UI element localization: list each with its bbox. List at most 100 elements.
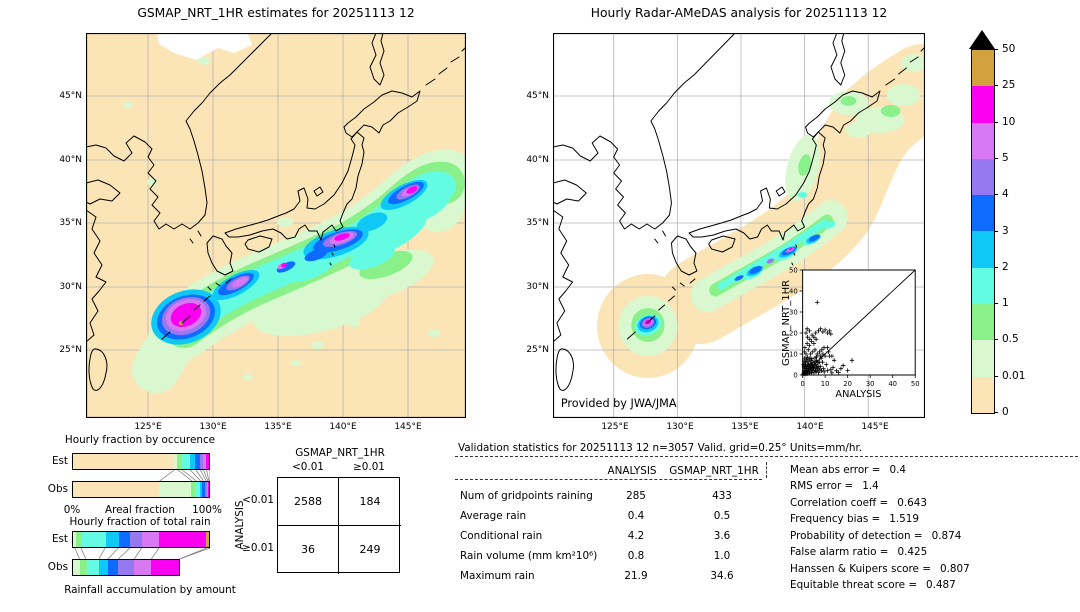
- score-ets: Equitable threat score = 0.487: [790, 578, 956, 594]
- left-lon-125e: 125°E: [134, 422, 162, 432]
- right-lat-40n: 40°N: [526, 155, 549, 165]
- validation-value: 0.5: [713, 510, 731, 522]
- left-lat-45n: 45°N: [59, 91, 82, 101]
- left-map-nodata-patch: [157, 33, 252, 60]
- validation-value: 21.9: [624, 570, 648, 582]
- occurrence-obs-label: Obs: [47, 483, 68, 495]
- svg-text:10: 10: [821, 380, 830, 388]
- colorbar: [971, 49, 995, 414]
- inset-ylabel: GSMAP_NRT_1HR: [781, 280, 792, 366]
- contingency-vline: [338, 478, 339, 574]
- left-map: [86, 33, 466, 418]
- score-far: False alarm ratio = 0.425: [790, 545, 927, 561]
- validation-value: 4.2: [627, 530, 645, 542]
- score-label: Equitable threat score =: [790, 579, 918, 591]
- left-precip-tan-dot: [178, 320, 184, 326]
- score-label: False alarm ratio =: [790, 546, 889, 558]
- score-label: Probability of detection =: [790, 530, 923, 542]
- validation-row-label: Maximum rain: [460, 570, 535, 582]
- left-map-title: GSMAP_NRT_1HR estimates for 20251113 12: [137, 6, 415, 20]
- svg-text:40: 40: [789, 287, 798, 295]
- validation-rule-top: [455, 456, 1078, 457]
- score-hk: Hanssen & Kuipers score = 0.807: [790, 562, 970, 578]
- score-value: 0.807: [939, 563, 970, 575]
- occurrence-connectors: [159, 470, 210, 481]
- contingency-false-alarm: 184: [359, 495, 381, 508]
- credit-text: Provided by JWA/JMA: [561, 396, 677, 410]
- score-label: Frequency bias =: [790, 513, 881, 525]
- svg-text:0: 0: [800, 380, 804, 388]
- score-value: 0.487: [926, 579, 956, 591]
- right-map-frame: [553, 33, 925, 418]
- occurrence-est-label: Est: [51, 455, 68, 467]
- svg-text:20: 20: [843, 380, 852, 388]
- left-lon-130e: 130°E: [199, 422, 227, 432]
- inset-scatter-points: [801, 300, 855, 377]
- validation-value: 285: [626, 490, 646, 502]
- svg-text:30: 30: [866, 380, 875, 388]
- score-value: 1.4: [862, 480, 879, 492]
- svg-text:40: 40: [888, 380, 897, 388]
- occurrence-obs-bar: [72, 481, 210, 498]
- validation-rule-mid: [455, 479, 762, 480]
- score-label: RMS error =: [790, 480, 854, 492]
- svg-text:20: 20: [789, 329, 798, 337]
- contingency-hline: [278, 525, 401, 526]
- svg-text:50: 50: [789, 266, 798, 274]
- contingency-box: 2588 184 36 249: [277, 477, 401, 574]
- left-precip-magenta: [170, 186, 418, 328]
- validation-row-label: Rain volume (mm km²10⁶): [460, 550, 598, 562]
- inset-scatter: 00 10 10 20 20 30 30 40 40 50 50 ANALYSIS GSMAP_NR…: [781, 266, 920, 400]
- score-value: 0.643: [897, 497, 927, 509]
- score-label: Hanssen & Kuipers score =: [790, 563, 931, 575]
- totalrain-caption: Rainfall accumulation by amount: [64, 584, 236, 596]
- score-label: Correlation coeff =: [790, 497, 889, 509]
- contingency-hit-none: 2588: [294, 495, 322, 508]
- validation-col-analysis: ANALYSIS: [607, 465, 657, 477]
- validation-value: 3.6: [713, 530, 731, 542]
- right-lon-130e: 130°E: [666, 422, 694, 432]
- contingency-miss: 36: [301, 543, 315, 556]
- right-lon-140e: 140°E: [796, 422, 824, 432]
- validation-row-label: Conditional rain: [460, 530, 543, 542]
- validation-value: 0.4: [627, 510, 645, 522]
- left-lat-30n: 30°N: [59, 282, 82, 292]
- left-lat-25n: 25°N: [59, 345, 82, 355]
- right-map-title: Hourly Radar-AMeDAS analysis for 2025111…: [590, 6, 888, 20]
- contingency-row-group: ANALYSIS: [234, 500, 246, 550]
- left-lat-35n: 35°N: [59, 218, 82, 228]
- validation-value: 34.6: [710, 570, 734, 582]
- totalrain-obs-label: Obs: [47, 561, 68, 573]
- inset-xlabel: ANALYSIS: [835, 389, 881, 400]
- right-lat-30n: 30°N: [526, 282, 549, 292]
- validation-row-label: Average rain: [460, 510, 527, 522]
- totalrain-obs-bar: [72, 559, 180, 576]
- totalrain-connectors: [74, 548, 210, 559]
- left-lon-145e: 145°E: [394, 422, 422, 432]
- validation-divider: [766, 462, 767, 478]
- contingency-col-label-2: ≥0.01: [353, 461, 385, 473]
- score-correlation: Correlation coeff = 0.643: [790, 496, 927, 512]
- right-map: 00 10 10 20 20 30 30 40 40 50 50 ANALYSIS GSMAP_NR…: [553, 33, 925, 418]
- score-mean-abs-error: Mean abs error = 0.4: [790, 463, 906, 479]
- right-lat-45n: 45°N: [526, 91, 549, 101]
- validation-row-label: Num of gridpoints raining: [460, 490, 593, 502]
- svg-text:0: 0: [793, 371, 797, 379]
- contingency-hit: 249: [359, 543, 381, 556]
- validation-value: 433: [712, 490, 732, 502]
- score-value: 0.425: [897, 546, 928, 558]
- validation-value: 1.0: [713, 550, 731, 562]
- contingency-row-label-2: ≥0.01: [242, 542, 274, 554]
- occurrence-x0: 0%: [63, 504, 81, 516]
- validation-col-gsmap: GSMAP_NRT_1HR: [669, 465, 759, 477]
- right-lon-145e: 145°E: [861, 422, 889, 432]
- svg-text:50: 50: [911, 380, 920, 388]
- totalrain-est-label: Est: [51, 533, 68, 545]
- right-lon-125e: 125°E: [601, 422, 629, 432]
- contingency-col-label-1: <0.01: [292, 461, 324, 473]
- inset-axis-ticks: 00 10 10 20 20 30 30 40 40 50 50: [789, 266, 920, 388]
- left-lon-140e: 140°E: [329, 422, 357, 432]
- contingency-col-group: GSMAP_NRT_1HR: [295, 447, 385, 459]
- contingency-row-label-1: <0.01: [242, 494, 274, 506]
